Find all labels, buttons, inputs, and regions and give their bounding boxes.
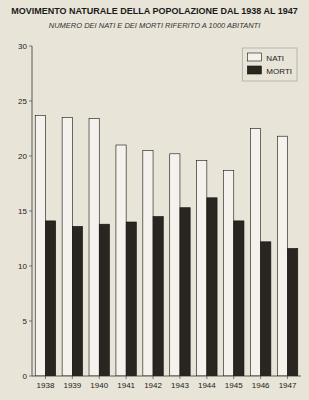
x-tick-label: 1939 — [63, 381, 81, 390]
y-tick-label: 0 — [23, 372, 28, 381]
bar — [45, 221, 55, 376]
bar — [170, 154, 180, 376]
x-tick-label: 1944 — [198, 381, 216, 390]
x-tick — [45, 376, 46, 379]
x-tick-label: 1943 — [171, 381, 189, 390]
x-tick-label: 1941 — [117, 381, 135, 390]
bar — [153, 217, 163, 377]
y-tick — [29, 321, 32, 322]
bars — [35, 115, 298, 376]
legend-swatch — [247, 53, 261, 61]
x-tick-label: 1938 — [37, 381, 55, 390]
chart: MOVIMENTO NATURALE DELLA POPOLAZIONE DAL… — [0, 0, 309, 400]
bar — [35, 115, 45, 376]
bar — [126, 222, 136, 376]
y-tick-label: 15 — [18, 207, 27, 216]
title: MOVIMENTO NATURALE DELLA POPOLAZIONE DAL… — [11, 6, 298, 16]
x-tick — [287, 376, 288, 379]
x-tick — [206, 376, 207, 379]
legend: NATI MORTI — [242, 48, 297, 81]
x-tick-label: 1945 — [225, 381, 243, 390]
y-tick — [29, 46, 32, 47]
x-tick — [72, 376, 73, 379]
bar — [143, 151, 153, 377]
x-tick — [233, 376, 234, 379]
x-tick — [260, 376, 261, 379]
bar — [234, 221, 244, 376]
bar — [72, 226, 82, 376]
y-tick-label: 20 — [18, 152, 27, 161]
y-tick-label: 10 — [18, 262, 27, 271]
x-tick-label: 1940 — [90, 381, 108, 390]
x-tick-label: 1946 — [252, 381, 270, 390]
x-tick — [153, 376, 154, 379]
y-tick — [29, 376, 32, 377]
y-tick-label: 5 — [23, 317, 28, 326]
legend-swatch — [247, 66, 261, 74]
bar — [89, 119, 99, 376]
bar — [99, 224, 109, 376]
bar — [62, 118, 72, 377]
y-tick — [29, 266, 32, 267]
x-tick — [179, 376, 180, 379]
legend-frame — [242, 48, 297, 81]
bar — [207, 198, 217, 376]
bar — [116, 145, 126, 376]
y-tick — [29, 156, 32, 157]
background — [0, 0, 309, 400]
legend-label: MORTI — [266, 67, 292, 76]
y-tick — [29, 211, 32, 212]
x-tick-label: 1947 — [279, 381, 297, 390]
x-tick — [126, 376, 127, 379]
bar — [288, 248, 298, 376]
bar — [261, 242, 271, 376]
y-tick — [29, 101, 32, 102]
bar — [250, 129, 260, 377]
subtitle: NUMERO DEI NATI E DEI MORTI RIFERITO A 1… — [49, 21, 261, 30]
x-tick-label: 1942 — [144, 381, 162, 390]
bar — [197, 160, 207, 376]
y-tick-label: 25 — [18, 97, 27, 106]
legend-label: NATI — [266, 54, 284, 63]
bar — [277, 136, 287, 376]
bar — [180, 208, 190, 376]
y-tick-label: 30 — [18, 42, 27, 51]
x-tick — [99, 376, 100, 379]
bar — [224, 170, 234, 376]
